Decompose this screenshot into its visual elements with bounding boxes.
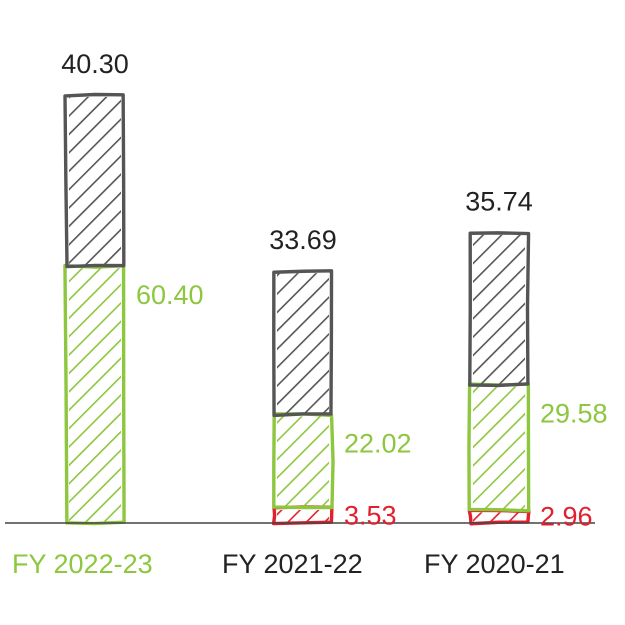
gray-segment-fill — [473, 235, 525, 384]
gray-segment-fill — [69, 97, 121, 265]
category-label: FY 2020-21 — [424, 549, 565, 579]
green-segment-fill — [473, 387, 525, 510]
category-label: FY 2022-23 — [12, 549, 153, 579]
category-label: FY 2021-22 — [222, 549, 363, 579]
bars-layer — [65, 94, 529, 523]
gray-segment-fill — [277, 273, 329, 413]
gray-value-label: 35.74 — [465, 187, 533, 217]
green-segment-fill — [69, 268, 121, 522]
gray-value-label: 40.30 — [61, 49, 129, 79]
green-value-label: 60.40 — [136, 280, 204, 310]
green-segment-fill — [277, 416, 329, 507]
gray-value-label: 33.69 — [269, 225, 337, 255]
red-segment-fill — [277, 510, 329, 522]
red-value-label: 2.96 — [540, 502, 593, 532]
green-value-label: 29.58 — [540, 399, 608, 429]
green-value-label: 22.02 — [344, 428, 412, 458]
red-value-label: 3.53 — [344, 500, 397, 530]
